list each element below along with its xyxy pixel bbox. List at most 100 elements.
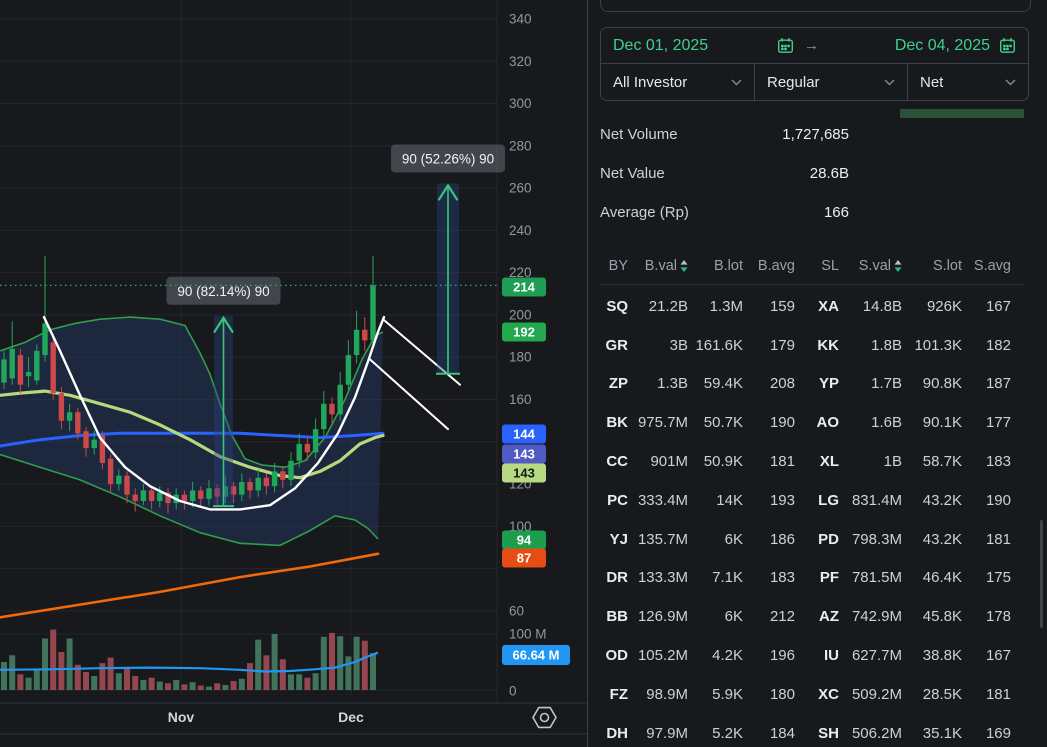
table-row[interactable]: DR 133.3M 7.1K 183 PF 781.5M 46.4K 175 (600, 559, 1024, 598)
column-header-s-avg[interactable]: S.avg (962, 256, 1011, 276)
broker-value: 135.7M (637, 530, 688, 548)
broker-value: 193 (769, 491, 795, 509)
column-header-b-lot[interactable]: B.lot (688, 256, 743, 276)
table-row[interactable]: FZ 98.9M 5.9K 180 XC 509.2M 28.5K 181 (600, 675, 1024, 714)
column-header-label: S.lot (932, 258, 962, 274)
y-axis-tick: 200 (509, 307, 532, 322)
broker-value: 14K (716, 491, 743, 509)
market-board-dropdown[interactable]: Regular (755, 64, 908, 101)
flow-type-dropdown[interactable]: Net (908, 64, 1028, 101)
candle-body (312, 429, 319, 453)
candle-body (189, 490, 196, 501)
table-row[interactable]: OD 105.2M 4.2K 196 IU 627.7M 38.8K 167 (600, 636, 1024, 675)
broker-value: 35.1K (922, 724, 962, 742)
start-date-field[interactable]: Dec 01, 2025 (613, 36, 709, 54)
column-header-s-lot[interactable]: S.lot (902, 256, 962, 276)
table-row[interactable]: SQ 21.2B 1.3M 159 XA 14.8B 926K 167 (600, 287, 1024, 326)
broker-code: AO (816, 414, 840, 432)
broker-value: 161.6K (695, 336, 743, 354)
table-body: SQ 21.2B 1.3M 159 XA 14.8B 926K 167 GR 3B 161.6K 17… (600, 287, 1024, 747)
table-row[interactable]: PC 333.4M 14K 193 LG 831.4M 43.2K 190 (600, 481, 1024, 520)
column-header-b-val[interactable]: B.val (628, 256, 688, 276)
candle-body (9, 348, 15, 379)
broker-value: 742.9M (851, 608, 902, 626)
y-axis-tick: 100 (509, 519, 532, 534)
hexagon-settings-icon[interactable] (532, 706, 557, 729)
volume-bar (42, 638, 48, 690)
table-row[interactable]: BK 975.7M 50.7K 190 AO 1.6B 90.1K 177 (600, 403, 1024, 442)
price-chart-svg[interactable]: 90 (82.14%) 90 90 (52.26%) 90 340 320 300 280… (0, 0, 587, 747)
column-header-b-avg[interactable]: B.avg (743, 256, 795, 276)
broker-value: 975.7M (637, 414, 688, 432)
stat-value: 166 (823, 204, 849, 221)
trend-line[interactable] (369, 358, 449, 431)
column-header-label: SL (821, 258, 839, 274)
volume-bar (91, 676, 98, 690)
candle-body (362, 329, 368, 341)
volume-bar (255, 639, 262, 690)
x-axis-label: Nov (168, 709, 195, 725)
measure-tooltip-label: 90 (82.14%) 90 (177, 284, 269, 299)
broker-value: 798.3M (851, 530, 902, 548)
white-curve[interactable] (42, 315, 386, 511)
broker-value: 208 (769, 375, 795, 393)
candle-body (132, 494, 138, 501)
filter-group: Dec 01, 2025 → Dec 04, 2025 (600, 27, 1029, 101)
broker-value: 5.2K (712, 724, 743, 742)
broker-code: PF (819, 569, 839, 587)
broker-value: 21.2B (648, 297, 688, 315)
candle-body (1, 359, 7, 383)
candle-body (25, 372, 32, 377)
bollinger-fill (0, 317, 383, 546)
volume-bar (247, 663, 253, 690)
sort-icon (894, 260, 902, 272)
column-header-s-val[interactable]: S.val (839, 256, 902, 276)
broker-value: 506.2M (851, 724, 902, 742)
column-header-label: S.val (858, 258, 891, 274)
broker-value: 184 (769, 724, 795, 742)
price-badge (502, 277, 546, 297)
stat-value: 1,727,685 (782, 126, 849, 143)
table-row[interactable]: CC 901M 50.9K 181 XL 1B 58.7K 183 (600, 442, 1024, 481)
volume-bar (197, 685, 204, 690)
volume-bar (83, 672, 89, 690)
calendar-icon[interactable] (777, 37, 794, 54)
broker-value: 38.8K (922, 647, 962, 665)
column-header-by[interactable]: BY (600, 256, 628, 276)
column-header-sl[interactable]: SL (795, 256, 839, 276)
volume-bar (66, 638, 73, 690)
broker-value: 181 (985, 685, 1011, 703)
table-row[interactable]: GR 3B 161.6K 179 KK 1.8B 101.3K 182 (600, 326, 1024, 365)
candle-body (66, 412, 73, 421)
end-date-field[interactable]: Dec 04, 2025 (894, 36, 990, 54)
ticker-box-partial[interactable] (600, 0, 1031, 12)
candle-body (222, 486, 229, 497)
y-axis-tick: 60 (509, 603, 524, 618)
broker-value: 98.9M (646, 685, 688, 703)
broker-value: 178 (985, 608, 1011, 626)
broker-value: 101.3K (914, 336, 962, 354)
price-badge-label: 192 (513, 325, 535, 340)
investor-type-dropdown[interactable]: All Investor (601, 64, 755, 101)
calendar-icon[interactable] (999, 37, 1016, 54)
broker-code: CC (606, 453, 628, 471)
measure-arrow-head (213, 315, 234, 333)
table-row[interactable]: BB 126.9M 6K 212 AZ 742.9M 45.8K 178 (600, 597, 1024, 636)
broker-value: 90.1K (922, 414, 962, 432)
table-row[interactable]: ZP 1.3B 59.4K 208 YP 1.7B 90.8K 187 (600, 365, 1024, 404)
volume-bar (58, 651, 65, 690)
broker-value: 59.4K (703, 375, 743, 393)
broker-code: AZ (819, 608, 839, 626)
table-row[interactable]: YJ 135.7M 6K 186 PD 798.3M 43.2K 181 (600, 520, 1024, 559)
table-row[interactable]: DH 97.9M 5.2K 184 SH 506.2M 35.1K 169 (600, 714, 1024, 747)
candle-body (99, 435, 106, 463)
measure-tooltip (166, 276, 281, 305)
candle-body (345, 355, 352, 385)
price-badge-label: 143 (513, 447, 535, 462)
panel-scrollbar[interactable] (1040, 520, 1043, 628)
flow-type-value: Net (920, 74, 944, 91)
broker-code: KK (817, 336, 839, 354)
chart-area[interactable]: 90 (82.14%) 90 90 (52.26%) 90 340 320 300 280… (0, 0, 587, 747)
candle-body (321, 403, 327, 430)
broker-value: 1.7B (871, 375, 902, 393)
